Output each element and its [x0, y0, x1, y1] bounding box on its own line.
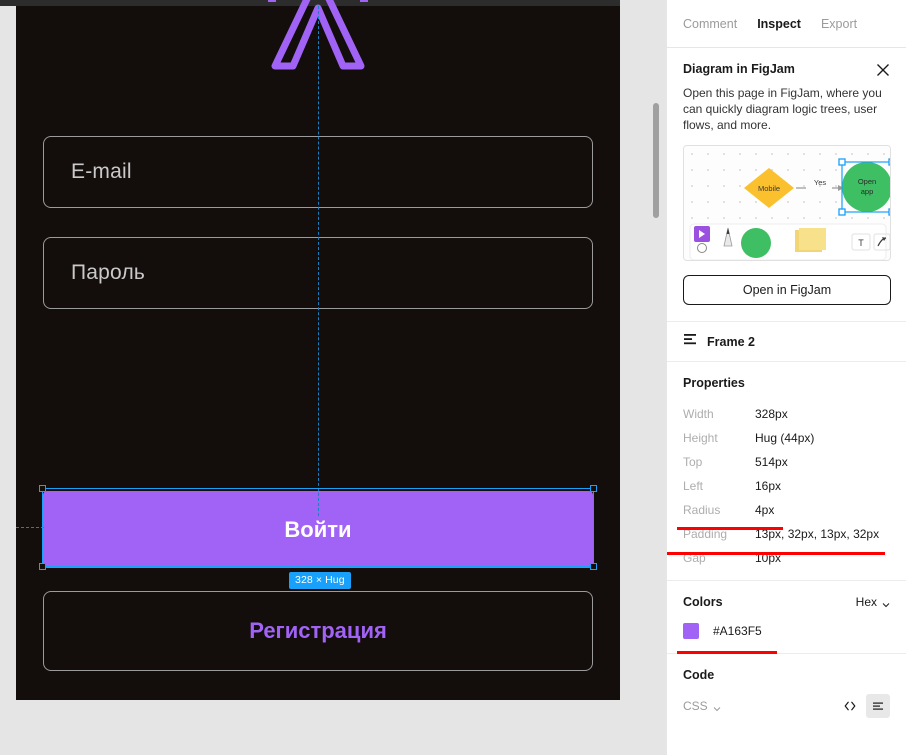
property-value[interactable]: 328px	[755, 407, 788, 421]
annotation-underline-padding	[667, 552, 885, 555]
property-key: Left	[683, 479, 704, 493]
canvas-top-strip	[0, 0, 620, 6]
property-row-gap: Gap 10px	[683, 546, 890, 570]
property-value[interactable]: 4px	[755, 503, 775, 517]
figjam-title: Diagram in FigJam	[683, 62, 795, 76]
canvas-area[interactable]: E-mail Пароль Войти Регистрация 328 × Hu…	[0, 0, 666, 755]
frame-name-label: Frame 2	[707, 334, 755, 349]
code-language-selector[interactable]: CSS	[683, 699, 721, 713]
alignment-guide-horizontal	[16, 527, 44, 528]
property-key: Radius	[683, 503, 721, 517]
color-format-selector[interactable]: Hex	[856, 595, 890, 609]
code-section: Code CSS	[667, 654, 906, 732]
property-row-width: Width 328px	[683, 402, 890, 426]
property-key: Top	[683, 455, 703, 469]
email-placeholder-text: E-mail	[71, 160, 132, 183]
chevron-down-icon	[882, 598, 890, 608]
figjam-promo-card: Diagram in FigJam Open this page in FigJ…	[667, 48, 906, 322]
property-row-left: Left 16px	[683, 474, 890, 498]
property-key: Gap	[683, 551, 706, 565]
color-swatch[interactable]	[683, 623, 699, 639]
color-entry-row[interactable]: #A163F5	[683, 623, 890, 639]
code-list-icon[interactable]	[866, 694, 890, 718]
svg-text:Yes: Yes	[814, 178, 826, 187]
colors-section: Colors Hex #A163F5	[667, 581, 906, 654]
tab-comment[interactable]: Comment	[683, 16, 738, 31]
svg-text:Mobile: Mobile	[758, 184, 780, 193]
inspect-panel: Comment Inspect Export Diagram in FigJam…	[666, 0, 906, 755]
colors-header: Colors Hex	[683, 595, 890, 609]
property-key: Padding	[683, 527, 728, 541]
selection-size-badge: 328 × Hug	[289, 572, 351, 589]
frame-header[interactable]: Frame 2	[667, 322, 906, 362]
code-brackets-icon[interactable]	[838, 694, 862, 718]
property-row-top: Top 514px	[683, 450, 890, 474]
svg-text:T: T	[858, 238, 864, 248]
figjam-thumbnail[interactable]: Mobile Yes Open app	[683, 145, 891, 261]
chevron-down-icon	[713, 702, 721, 712]
register-button-label: Регистрация	[249, 618, 387, 643]
property-value[interactable]: 514px	[755, 455, 788, 469]
property-value[interactable]: 13px, 32px, 13px, 32px	[755, 527, 880, 541]
property-row-padding: Padding 13px, 32px, 13px, 32px	[683, 522, 890, 546]
colors-title: Colors	[683, 595, 723, 609]
svg-text:Open: Open	[858, 177, 876, 186]
property-value[interactable]: Hug (44px)	[755, 431, 815, 445]
open-in-figjam-button[interactable]: Open in FigJam	[683, 275, 891, 305]
properties-title: Properties	[683, 376, 745, 390]
svg-text:app: app	[861, 187, 874, 196]
tab-inspect[interactable]: Inspect	[757, 16, 801, 31]
password-placeholder-text: Пароль	[71, 261, 146, 284]
canvas-scrollbar[interactable]	[653, 103, 659, 218]
code-title: Code	[683, 668, 715, 682]
alignment-guide-vertical	[318, 6, 319, 516]
tab-export[interactable]: Export	[820, 16, 858, 31]
figjam-header: Diagram in FigJam	[683, 62, 890, 77]
figjam-description: Open this page in FigJam, where you can …	[683, 86, 882, 132]
color-format-label: Hex	[855, 595, 877, 609]
properties-section: Properties Width 328px Height Hug (44px)…	[667, 362, 906, 581]
color-hex-value[interactable]: #A163F5	[713, 624, 762, 638]
property-row-height: Height Hug (44px)	[683, 426, 890, 450]
close-icon[interactable]	[876, 63, 890, 77]
annotation-underline-radius	[677, 527, 783, 530]
property-key: Width	[683, 407, 714, 421]
register-button[interactable]: Регистрация	[43, 591, 593, 671]
panel-tabs: Comment Inspect Export	[667, 0, 906, 48]
property-key: Height	[683, 431, 718, 445]
code-language-label: CSS	[683, 699, 708, 713]
login-button-label: Войти	[284, 516, 352, 542]
annotation-underline-color	[677, 651, 777, 654]
code-header-row: CSS	[683, 694, 890, 718]
property-value[interactable]: 16px	[755, 479, 782, 493]
property-value[interactable]: 10px	[755, 551, 782, 565]
code-view-toggles	[838, 694, 890, 718]
property-row-radius: Radius 4px	[683, 498, 890, 522]
auto-layout-icon	[683, 332, 697, 351]
